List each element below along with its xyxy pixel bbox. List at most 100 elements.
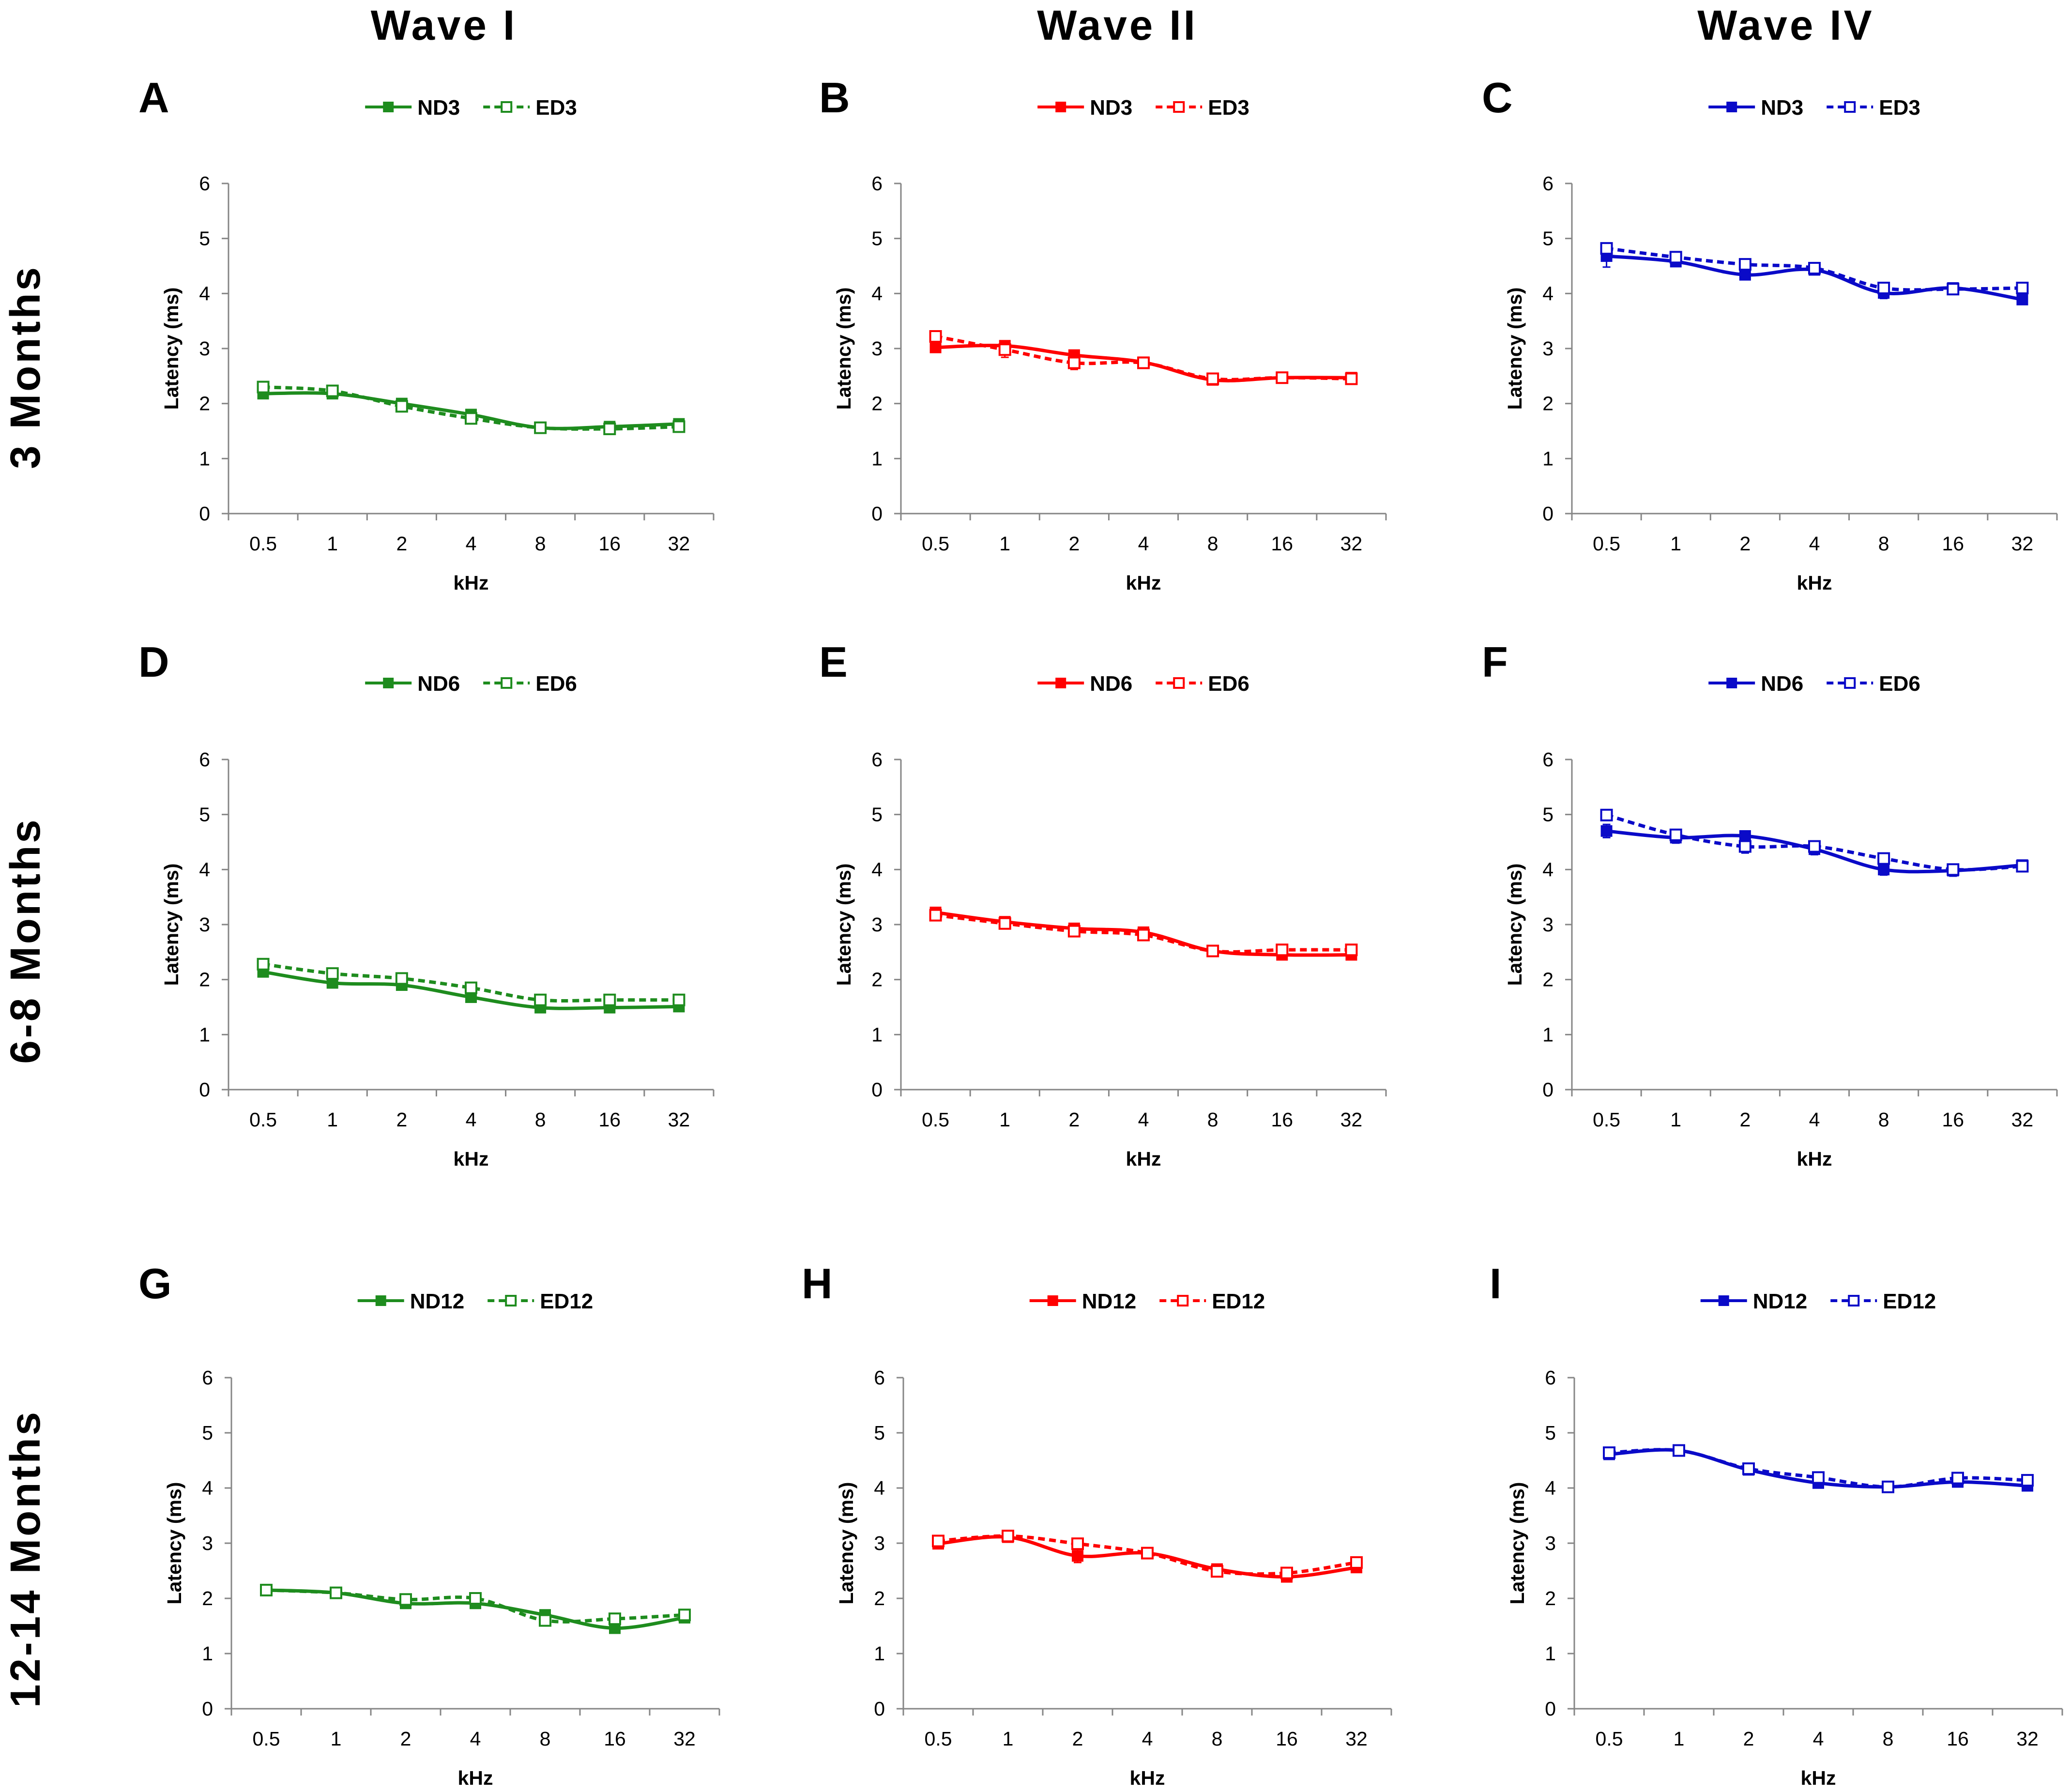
panel-b-legend-label: ND3 xyxy=(1090,96,1132,120)
panel-g-x-tick-label: 4 xyxy=(470,1728,481,1750)
panel-d-legend-marker xyxy=(501,677,513,689)
panel-b-y-tick-label: 6 xyxy=(871,172,883,195)
panel-e-ed6-point xyxy=(998,917,1011,930)
panel-f-nd6-point xyxy=(1878,864,1890,876)
panel-i-ed12-point xyxy=(1951,1472,1964,1485)
panel-i-ed12-point xyxy=(1673,1444,1685,1457)
panel-c-x-axis-title: kHz xyxy=(1797,572,1832,594)
panel-b-ed3-point xyxy=(1276,371,1289,384)
panel-h-ed12-point xyxy=(1211,1565,1223,1578)
panel-f-y-tick-label: 4 xyxy=(1542,858,1553,881)
panel-d-ed6-point xyxy=(672,993,685,1006)
panel-d-x-tick-label: 16 xyxy=(598,1109,621,1131)
panel-e-ed6-series xyxy=(929,909,1358,957)
panel-g-y-tick-label: 4 xyxy=(202,1477,213,1499)
column-title-wave-ii: Wave II xyxy=(1037,2,1198,49)
panel-d-ed6-series xyxy=(257,957,685,1006)
panel-i-ed12-point xyxy=(1603,1446,1615,1459)
panel-f-y-tick-label: 3 xyxy=(1542,913,1553,936)
panel-f-x-tick-label: 0.5 xyxy=(1593,1109,1620,1131)
panel-d-ed6-point xyxy=(603,993,616,1006)
panel-h-y-axis-title: Latency (ms) xyxy=(835,1482,857,1605)
panel-c-y-tick-label: 3 xyxy=(1542,337,1553,360)
panel-e-ed6-point xyxy=(1206,944,1219,957)
panel-e-ed6-point xyxy=(1067,925,1081,938)
panel-e-chart: E 0 1 2 3 4 5 6 0.5 1 2 4 8 16 32 kHz Latency (ms) ND6 ED6 xyxy=(819,638,1387,1170)
panel-g-y-tick-label: 1 xyxy=(202,1642,213,1665)
panel-b-legend-marker xyxy=(1055,102,1066,112)
panel-e-legend-label: ED6 xyxy=(1208,672,1249,696)
panel-e-y-tick-label: 1 xyxy=(871,1023,883,1046)
panel-g-letter: G xyxy=(138,1260,171,1307)
panel-c-y-tick-label: 5 xyxy=(1542,228,1553,250)
panel-h-legend-item-nd12: ND12 xyxy=(1029,1290,1136,1313)
panel-i-ed12-point xyxy=(1812,1471,1825,1484)
panel-d-legend-marker xyxy=(383,678,394,688)
panel-h-legend-label: ED12 xyxy=(1212,1290,1265,1313)
row-label-6-8-months: 6-8 Months xyxy=(2,817,49,1063)
panel-a-x-tick-label: 1 xyxy=(327,532,338,555)
panel-c-x-tick-label: 0.5 xyxy=(1593,532,1620,555)
panel-c-nd3-point xyxy=(2016,293,2028,305)
panel-h-y-tick-label: 3 xyxy=(874,1532,885,1554)
panel-b-y-axis-title: Latency (ms) xyxy=(833,288,855,410)
panel-i-ed12-series xyxy=(1603,1444,2034,1493)
panel-a-legend-marker xyxy=(383,102,394,112)
panel-c-legend-marker xyxy=(1726,102,1737,112)
panel-e-x-tick-label: 1 xyxy=(999,1109,1010,1131)
panel-f-x-tick-label: 1 xyxy=(1670,1109,1681,1131)
panel-i-x-tick-label: 0.5 xyxy=(1596,1728,1623,1750)
panel-f-letter: F xyxy=(1482,638,1508,686)
panel-h-legend-marker xyxy=(1047,1295,1058,1306)
panel-b-legend-marker xyxy=(1173,101,1185,113)
panel-b-y-tick-label: 4 xyxy=(871,282,883,304)
panel-c-x-tick-label: 4 xyxy=(1809,532,1820,555)
panel-a-ed3-series xyxy=(257,380,685,435)
panel-e-legend-item-nd6: ND6 xyxy=(1037,672,1132,696)
panel-e-y-tick-label: 0 xyxy=(871,1078,883,1101)
panel-b-y-tick-label: 3 xyxy=(871,337,883,360)
panel-a-x-tick-label: 16 xyxy=(598,532,621,555)
panel-h-y-tick-label: 4 xyxy=(874,1477,885,1499)
panel-a-y-tick-label: 6 xyxy=(199,172,210,195)
panel-d-y-tick-label: 1 xyxy=(199,1023,210,1046)
panel-i-y-tick-label: 5 xyxy=(1545,1422,1556,1444)
panel-i-y-tick-label: 6 xyxy=(1545,1367,1556,1389)
panel-d-legend-item-ed6: ED6 xyxy=(483,672,577,696)
panel-d-y-tick-label: 4 xyxy=(199,858,210,881)
panel-i-legend-item-ed12: ED12 xyxy=(1830,1290,1936,1313)
panel-f-x-tick-label: 2 xyxy=(1739,1109,1751,1131)
panel-b-x-tick-label: 1 xyxy=(999,532,1010,555)
panel-a-ed3-point xyxy=(603,422,616,435)
panel-b-ed3-point xyxy=(1345,372,1358,385)
panel-d-legend-label: ED6 xyxy=(535,672,577,696)
panel-h-x-tick-label: 8 xyxy=(1212,1728,1223,1750)
panel-f-y-tick-label: 2 xyxy=(1542,969,1553,991)
panel-i-y-axis-title: Latency (ms) xyxy=(1506,1482,1528,1605)
panel-i-x-tick-label: 1 xyxy=(1674,1728,1685,1750)
panel-i-ed12-point xyxy=(1882,1480,1894,1493)
panel-f-x-tick-label: 16 xyxy=(1942,1109,1964,1131)
panel-i-legend-label: ED12 xyxy=(1883,1290,1936,1313)
panel-f-ed6-point xyxy=(2016,860,2029,873)
panel-h-y-tick-label: 1 xyxy=(874,1642,885,1665)
panel-f-ed6-point xyxy=(1600,808,1613,821)
panel-c-x-tick-label: 8 xyxy=(1878,532,1889,555)
panel-i-x-tick-label: 4 xyxy=(1813,1728,1824,1750)
panel-i-legend-marker xyxy=(1848,1295,1860,1306)
panel-i-y-tick-label: 3 xyxy=(1545,1532,1556,1554)
panel-f-y-tick-label: 6 xyxy=(1542,748,1553,771)
panel-d-x-tick-label: 32 xyxy=(668,1109,690,1131)
panel-f-legend-label: ND6 xyxy=(1761,672,1803,696)
panel-f-ed6-series xyxy=(1600,808,2029,876)
panel-b-x-tick-label: 32 xyxy=(1340,532,1363,555)
panel-b-ed3-series xyxy=(929,330,1358,385)
panel-e-x-tick-label: 0.5 xyxy=(922,1109,949,1131)
panel-c-x-tick-label: 1 xyxy=(1670,532,1681,555)
panel-c-x-tick-label: 16 xyxy=(1942,532,1964,555)
panel-g-ed12-point xyxy=(539,1614,551,1627)
panel-i-y-tick-label: 4 xyxy=(1545,1477,1556,1499)
panel-d-y-tick-label: 3 xyxy=(199,913,210,936)
panel-a-ed3-point xyxy=(395,400,408,413)
panel-g-ed12-point xyxy=(330,1586,342,1599)
